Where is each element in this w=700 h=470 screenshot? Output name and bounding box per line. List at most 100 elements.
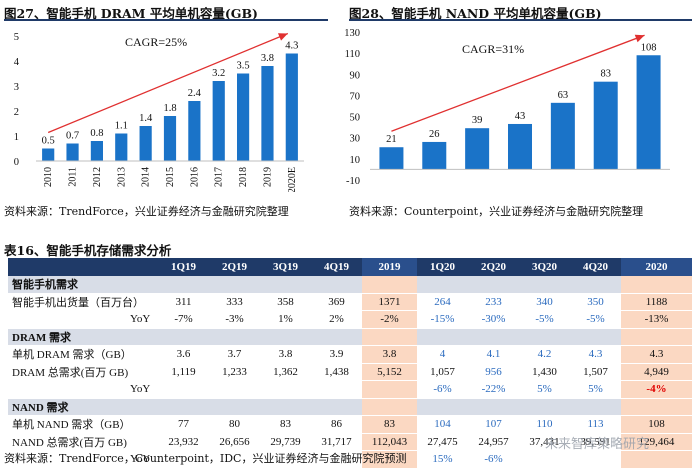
table-cell: 39,591: [580, 435, 611, 448]
nand-chart-source: 资料来源：Counterpoint，兴业证券经济与金融研究院整理: [349, 205, 644, 218]
dram-bar-2014: [139, 126, 152, 161]
section-blank-cell: [417, 398, 468, 416]
table-cell: 956: [485, 365, 502, 378]
table-cell: -2%: [362, 310, 417, 328]
header-corner: [8, 258, 158, 276]
table-cell: 83: [362, 415, 417, 433]
table-cell: 3.9: [329, 348, 344, 361]
table-cell: 4: [439, 348, 446, 361]
table-cell: [260, 381, 311, 399]
table-cell: [362, 380, 417, 398]
dram-value-label-2012: 0.8: [90, 128, 103, 139]
table-cell: -22%: [481, 383, 506, 396]
nand-bar-2020E: [636, 55, 661, 170]
table-cell: 1,233: [222, 365, 247, 378]
table-cell: 4,949: [621, 363, 692, 381]
table-cell: 5%: [588, 383, 603, 396]
dram-xtick-2010: 2010: [43, 167, 54, 187]
dram-ytick-3: 3: [14, 82, 19, 93]
nand-ytick-2: 30: [350, 134, 361, 145]
dram-bar-2011: [66, 143, 79, 161]
table-cell: 1,362: [273, 365, 298, 378]
table-row: 单机 NAND 需求（GB） 77 80 83 86 83 104 107 110 113 108: [8, 415, 692, 433]
table-cell: 1,430: [532, 365, 557, 378]
section-blank-cell: [570, 328, 621, 346]
section-blank-cell: [362, 275, 417, 293]
table-cell: [209, 381, 260, 399]
section-blank-cell: [519, 398, 570, 416]
table-cell: -4%: [621, 380, 692, 398]
table-cell: [519, 451, 570, 469]
dram-trend-arrow: [47, 32, 289, 134]
table-cell: 77: [178, 418, 189, 431]
dram-chart-source: 资料来源：TrendForce，兴业证券经济与金融研究院整理: [4, 205, 289, 218]
table-cell: 129,464: [621, 433, 692, 451]
header-2019: 2019: [362, 258, 417, 276]
table-cell: 23,932: [168, 435, 199, 448]
table-cell: -6%: [433, 383, 452, 396]
row-label: YoY: [130, 453, 151, 466]
dram-value-label-2017: 3.2: [212, 68, 225, 79]
nand-trend-arrowhead: [634, 34, 645, 43]
section-blank-cell: [417, 328, 468, 346]
watermark: 未来智库策略研究: [545, 437, 650, 452]
section-title: DRAM 需求: [8, 328, 158, 346]
dram-cagr-annotation: CAGR=25%: [125, 35, 187, 49]
table-cell: 233: [485, 295, 502, 308]
table-cell: 80: [229, 418, 240, 431]
section-blank-cell: [311, 328, 362, 346]
section-row: DRAM 需求: [8, 328, 692, 346]
table-cell: 27,475: [427, 435, 458, 448]
dram-value-label-2013: 1.1: [115, 121, 128, 132]
dram-bar-2020E: [285, 53, 298, 161]
section-blank-cell: [621, 398, 692, 416]
nand-value-label-2016: 39: [472, 115, 483, 126]
row-label: 单机 DRAM 需求（GB）: [12, 349, 132, 362]
section-blank-cell: [468, 398, 519, 416]
nand-bar-2016: [465, 128, 490, 170]
table-cell: 264: [434, 295, 451, 308]
dram-ytick-2: 2: [14, 107, 19, 118]
section-blank-cell: [158, 328, 209, 346]
row-label: YoY: [130, 383, 151, 396]
dram-chart-title: 图27、智能手机 DRAM 平均单机容量(GB): [4, 6, 258, 21]
table-cell: 1,057: [430, 365, 455, 378]
dram-value-label-2018: 3.5: [237, 61, 250, 72]
dram-ytick-0: 0: [14, 157, 19, 168]
dram-bar-2015: [163, 116, 177, 161]
section-blank-cell: [311, 275, 362, 293]
dram-ytick-5: 5: [14, 32, 19, 43]
section-blank-cell: [362, 398, 417, 416]
section-blank-cell: [417, 275, 468, 293]
nand-value-label-2014: 21: [386, 134, 397, 145]
row-label: 单机 NAND 需求（GB）: [12, 419, 131, 432]
dram-value-label-2014: 1.4: [139, 113, 153, 124]
dram-value-label-2011: 0.7: [66, 131, 79, 142]
table-cell: 369: [328, 295, 345, 308]
table-cell: 110: [536, 418, 553, 431]
section-blank-cell: [209, 328, 260, 346]
dram-xtick-2015: 2015: [165, 167, 176, 187]
table-cell: 4.3: [621, 345, 692, 363]
nand-ytick-4: 70: [350, 91, 361, 102]
section-title: NAND 需求: [8, 398, 158, 416]
table-cell: 3.7: [227, 348, 242, 361]
table-cell: -15%: [430, 313, 455, 326]
nand-chart-title: 图28、智能手机 NAND 平均单机容量(GB): [349, 6, 602, 21]
table-cell: 2%: [329, 313, 344, 326]
table-row: DRAM 总需求(百万 GB) 1,119 1,233 1,362 1,438 5,152…: [8, 363, 692, 381]
table-cell: 358: [277, 295, 294, 308]
table-cell: 108: [621, 415, 692, 433]
table-cell: 5%: [537, 383, 552, 396]
header-3Q20: 3Q20: [519, 258, 570, 276]
header-1Q20: 1Q20: [417, 258, 468, 276]
header-3Q19: 3Q19: [260, 258, 311, 276]
section-blank-cell: [209, 275, 260, 293]
table-cell: -5%: [535, 313, 554, 326]
section-blank-cell: [260, 398, 311, 416]
section-blank-cell: [519, 275, 570, 293]
table-title: 表16、智能手机存储需求分析: [4, 243, 172, 258]
nand-bar-2018: [550, 102, 575, 170]
table-cell: 311: [175, 295, 192, 308]
table-cell: [570, 451, 621, 469]
